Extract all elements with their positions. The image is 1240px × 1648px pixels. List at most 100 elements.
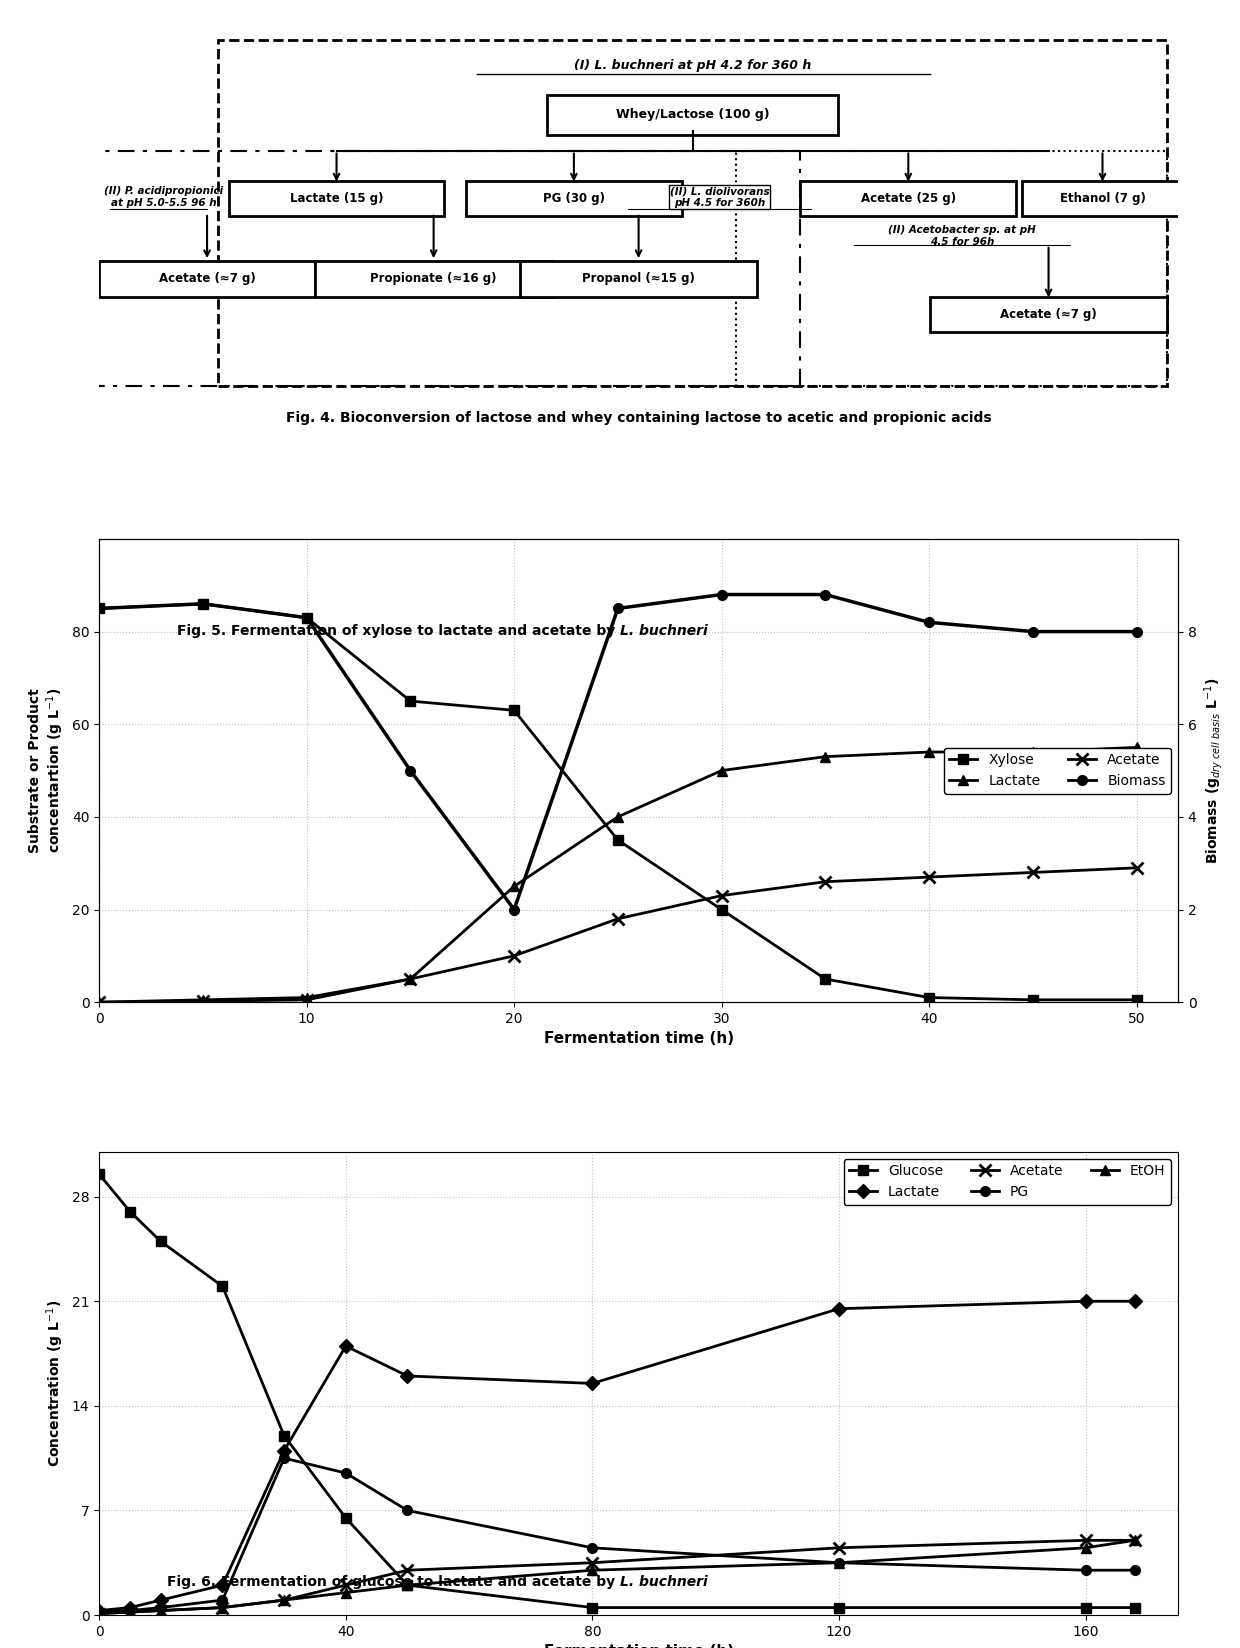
Lactate bbox=[610, 808, 625, 827]
Glucose bbox=[215, 1277, 229, 1297]
EtOH bbox=[401, 1575, 415, 1595]
Acetate bbox=[92, 992, 107, 1012]
Glucose bbox=[154, 1231, 169, 1251]
Acetate bbox=[403, 969, 418, 989]
FancyBboxPatch shape bbox=[1022, 181, 1183, 216]
Acetate bbox=[610, 910, 625, 929]
Y-axis label: Substrate or Product
concentartion (g L$^{-1}$): Substrate or Product concentartion (g L$… bbox=[27, 687, 66, 854]
Acetate bbox=[1130, 859, 1145, 878]
Text: Acetate (≈7 g): Acetate (≈7 g) bbox=[1001, 308, 1097, 321]
Line: Acetate: Acetate bbox=[94, 1534, 1141, 1618]
Biomass bbox=[196, 593, 211, 613]
Lactate bbox=[92, 1600, 107, 1620]
Lactate bbox=[832, 1299, 847, 1318]
Text: Ethanol (7 g): Ethanol (7 g) bbox=[1059, 193, 1146, 204]
Biomass bbox=[610, 598, 625, 618]
Y-axis label: Concentration (g L$^{-1}$): Concentration (g L$^{-1}$) bbox=[45, 1300, 66, 1467]
Text: Propanol (≈15 g): Propanol (≈15 g) bbox=[582, 272, 696, 285]
Lactate bbox=[196, 990, 211, 1010]
Line: Glucose: Glucose bbox=[94, 1170, 1140, 1612]
Lactate bbox=[585, 1373, 600, 1393]
Xylose bbox=[507, 700, 522, 720]
Lactate bbox=[507, 877, 522, 897]
Text: Acetate (≈7 g): Acetate (≈7 g) bbox=[159, 272, 255, 285]
Lactate bbox=[818, 747, 833, 766]
FancyBboxPatch shape bbox=[520, 260, 758, 297]
Biomass bbox=[1025, 621, 1040, 641]
Lactate bbox=[1025, 742, 1040, 761]
Text: Propionate (≈16 g): Propionate (≈16 g) bbox=[371, 272, 497, 285]
Xylose bbox=[610, 831, 625, 850]
Glucose bbox=[123, 1201, 138, 1221]
Glucose bbox=[1127, 1597, 1142, 1617]
Biomass bbox=[714, 585, 729, 605]
Lactate bbox=[401, 1366, 415, 1386]
Lactate bbox=[299, 987, 314, 1007]
Xylose bbox=[403, 691, 418, 710]
Lactate bbox=[921, 742, 936, 761]
Xylose bbox=[818, 969, 833, 989]
Acetate bbox=[339, 1575, 353, 1595]
Acetate bbox=[1025, 862, 1040, 882]
Line: Acetate: Acetate bbox=[94, 862, 1142, 1007]
EtOH bbox=[123, 1602, 138, 1622]
Xylose bbox=[714, 900, 729, 920]
Xylose bbox=[1130, 990, 1145, 1010]
Xylose bbox=[196, 593, 211, 613]
Xylose bbox=[92, 598, 107, 618]
PG bbox=[215, 1590, 229, 1610]
Text: PG (30 g): PG (30 g) bbox=[543, 193, 605, 204]
Acetate bbox=[299, 990, 314, 1010]
Acetate bbox=[921, 867, 936, 887]
Biomass bbox=[92, 598, 107, 618]
Biomass bbox=[403, 761, 418, 781]
Biomass bbox=[921, 613, 936, 633]
Lactate bbox=[339, 1337, 353, 1356]
Glucose bbox=[277, 1426, 291, 1445]
FancyBboxPatch shape bbox=[315, 260, 552, 297]
Text: (II) P. acidipropionici
at pH 5.0-5.5 96 h: (II) P. acidipropionici at pH 5.0-5.5 96… bbox=[104, 186, 223, 208]
Text: (I) L. buchneri at pH 4.2 for 360 h: (I) L. buchneri at pH 4.2 for 360 h bbox=[574, 59, 811, 71]
EtOH bbox=[277, 1590, 291, 1610]
Xylose bbox=[921, 987, 936, 1007]
Line: Xylose: Xylose bbox=[94, 598, 1141, 1005]
Acetate bbox=[818, 872, 833, 892]
Lactate bbox=[1130, 738, 1145, 758]
FancyBboxPatch shape bbox=[930, 297, 1167, 333]
Lactate bbox=[1127, 1292, 1142, 1312]
Text: Acetate (25 g): Acetate (25 g) bbox=[861, 193, 956, 204]
Acetate bbox=[123, 1602, 138, 1622]
Lactate bbox=[215, 1575, 229, 1595]
PG bbox=[585, 1538, 600, 1557]
X-axis label: Fermentation time (h): Fermentation time (h) bbox=[543, 1645, 734, 1648]
PG bbox=[154, 1597, 169, 1617]
Line: Lactate: Lactate bbox=[94, 1297, 1140, 1615]
Text: Lactate (15 g): Lactate (15 g) bbox=[290, 193, 383, 204]
Text: Fig. 5. Fermentation of xylose to lactate and acetate by: Fig. 5. Fermentation of xylose to lactat… bbox=[177, 625, 620, 638]
PG bbox=[92, 1602, 107, 1622]
Biomass bbox=[1130, 621, 1145, 641]
Text: (II) Acetobacter sp. at pH
4.5 for 96h: (II) Acetobacter sp. at pH 4.5 for 96h bbox=[888, 226, 1037, 247]
Lactate bbox=[277, 1440, 291, 1460]
Biomass bbox=[299, 608, 314, 628]
Legend: Xylose, Lactate, Acetate, Biomass: Xylose, Lactate, Acetate, Biomass bbox=[944, 748, 1171, 794]
Lactate bbox=[92, 992, 107, 1012]
Text: L. buchneri: L. buchneri bbox=[620, 625, 708, 638]
Lactate bbox=[123, 1597, 138, 1617]
Lactate bbox=[714, 761, 729, 781]
PG bbox=[1078, 1561, 1092, 1580]
Acetate bbox=[714, 885, 729, 905]
PG bbox=[401, 1501, 415, 1521]
Text: Fig. 6. Fermentation of glucose to lactate and acetate by: Fig. 6. Fermentation of glucose to lacta… bbox=[167, 1575, 620, 1589]
Line: PG: PG bbox=[94, 1454, 1140, 1617]
Acetate bbox=[1127, 1531, 1142, 1551]
Acetate bbox=[277, 1590, 291, 1610]
Acetate bbox=[832, 1538, 847, 1557]
Glucose bbox=[401, 1575, 415, 1595]
Glucose bbox=[832, 1597, 847, 1617]
FancyBboxPatch shape bbox=[99, 260, 315, 297]
Acetate bbox=[507, 946, 522, 966]
Glucose bbox=[92, 1165, 107, 1185]
FancyBboxPatch shape bbox=[801, 181, 1017, 216]
Acetate bbox=[154, 1600, 169, 1620]
